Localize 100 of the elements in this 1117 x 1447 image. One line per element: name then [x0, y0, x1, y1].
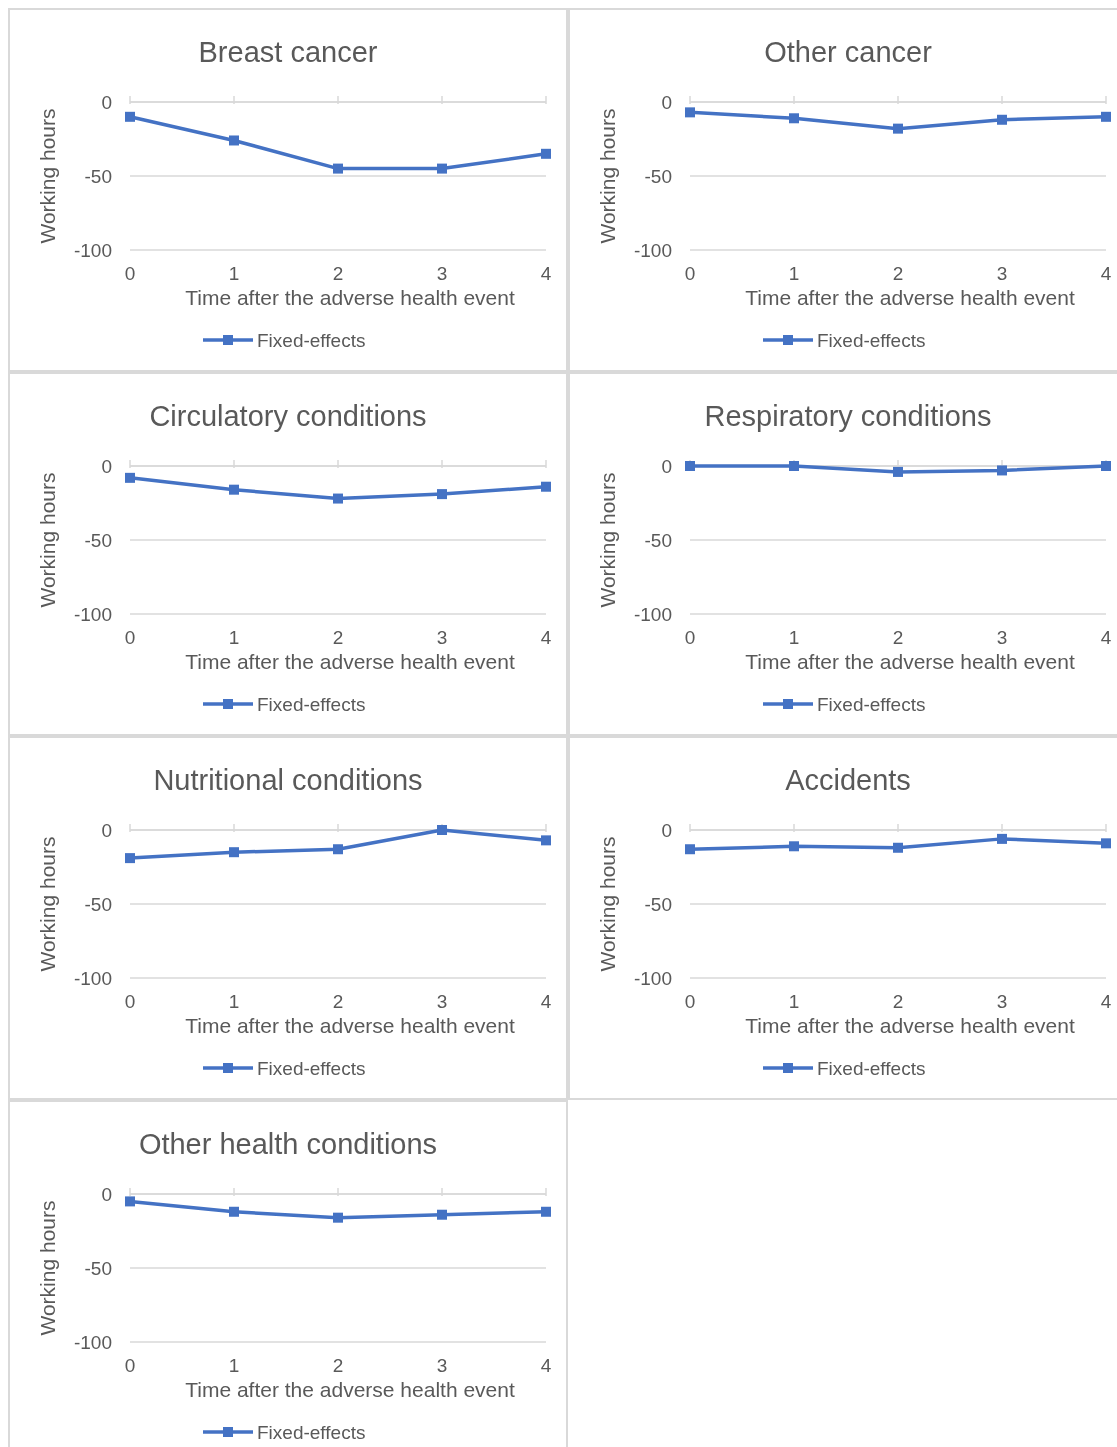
x-axis-title: Time after the adverse health event	[185, 1014, 515, 1037]
point	[1101, 111, 1111, 122]
x-axis-title: Time after the adverse health event	[745, 286, 1075, 309]
y-tick-label: -50	[84, 165, 112, 187]
x-tick-label: 1	[788, 991, 800, 1012]
x-axis-title: Time after the adverse health event	[745, 1014, 1075, 1037]
x-tick-label: 3	[436, 627, 448, 648]
x-axis-title: Time after the adverse health event	[185, 1378, 515, 1401]
point	[437, 825, 447, 835]
point	[685, 107, 695, 118]
x-tick-label: 3	[436, 991, 448, 1012]
chart-title: Breast cancer	[198, 36, 378, 68]
x-tick-label: 1	[788, 263, 800, 284]
point	[333, 163, 343, 174]
x-tick-label: 2	[892, 627, 904, 648]
y-tick-label: -50	[644, 893, 672, 915]
x-tick-label: 0	[684, 991, 696, 1012]
point	[125, 472, 135, 483]
point	[893, 123, 903, 134]
y-tick-label: -100	[73, 1331, 112, 1353]
x-tick-label: 0	[684, 263, 696, 284]
legend-label: Fixed-effects	[257, 1057, 366, 1079]
y-tick-label: -50	[84, 893, 112, 915]
x-tick-label: 4	[540, 627, 552, 648]
x-tick-label: 2	[332, 263, 344, 284]
y-tick-label: -50	[84, 529, 112, 551]
chart-title: Circulatory conditions	[149, 400, 427, 432]
y-tick-label: -50	[644, 165, 672, 187]
x-tick-label: 4	[540, 1355, 552, 1376]
legend-label: Fixed-effects	[817, 693, 926, 715]
legend-label: Fixed-effects	[817, 1057, 926, 1079]
x-tick-label: 1	[228, 991, 240, 1012]
point	[229, 135, 239, 146]
x-tick-label: 4	[540, 263, 552, 284]
point	[229, 484, 239, 495]
y-axis-title: Working hours	[36, 1200, 59, 1336]
x-tick-label: 2	[332, 1355, 344, 1376]
y-tick-label: 0	[101, 819, 112, 841]
chart-title: Other health conditions	[138, 1128, 438, 1160]
legend-label: Fixed-effects	[257, 329, 366, 351]
y-tick-label: -100	[73, 967, 112, 989]
x-tick-label: 1	[788, 627, 800, 648]
chart-title: Other cancer	[764, 36, 933, 68]
point	[437, 163, 447, 174]
x-tick-label: 0	[124, 627, 136, 648]
point	[125, 1196, 135, 1207]
x-tick-label: 4	[1100, 627, 1112, 648]
x-tick-label: 0	[124, 263, 136, 284]
point	[789, 113, 799, 124]
x-tick-label: 3	[436, 263, 448, 284]
y-axis-title: Working hours	[36, 836, 59, 972]
y-axis-title: Working hours	[36, 472, 59, 608]
chart-title: Accidents	[785, 764, 911, 796]
y-tick-label: 0	[661, 91, 672, 113]
point	[229, 847, 239, 858]
x-axis-title: Time after the adverse health event	[185, 286, 515, 309]
legend-label: Fixed-effects	[817, 329, 926, 351]
x-tick-label: 2	[332, 991, 344, 1012]
y-tick-label: 0	[661, 819, 672, 841]
point	[125, 853, 135, 864]
y-tick-label: 0	[101, 91, 112, 113]
point	[333, 844, 343, 855]
point	[437, 489, 447, 500]
y-tick-label: -100	[633, 967, 672, 989]
x-tick-label: 4	[1100, 991, 1112, 1012]
x-tick-label: 1	[228, 1355, 240, 1376]
point	[541, 481, 551, 492]
y-axis-title: Working hours	[596, 108, 619, 244]
y-tick-label: -100	[73, 239, 112, 261]
point	[997, 114, 1007, 125]
y-tick-label: 0	[101, 455, 112, 477]
y-tick-label: -100	[73, 603, 112, 625]
x-tick-label: 2	[892, 991, 904, 1012]
legend-label: Fixed-effects	[257, 1421, 366, 1443]
x-tick-label: 4	[1100, 263, 1112, 284]
x-tick-label: 3	[996, 991, 1008, 1012]
y-tick-label: 0	[661, 455, 672, 477]
x-tick-label: 2	[332, 627, 344, 648]
point	[541, 148, 551, 159]
y-tick-label: -50	[644, 529, 672, 551]
x-tick-label: 1	[228, 627, 240, 648]
legend-label: Fixed-effects	[257, 693, 366, 715]
y-axis-title: Working hours	[596, 836, 619, 972]
point	[541, 835, 551, 846]
y-tick-label: -50	[84, 1257, 112, 1279]
x-tick-label: 3	[996, 263, 1008, 284]
x-axis-title: Time after the adverse health event	[745, 650, 1075, 673]
x-tick-label: 0	[684, 627, 696, 648]
point	[333, 493, 343, 504]
y-axis-title: Working hours	[36, 108, 59, 244]
chart-title: Nutritional conditions	[153, 764, 423, 796]
point	[125, 111, 135, 122]
x-tick-label: 3	[996, 627, 1008, 648]
point	[437, 1209, 447, 1220]
y-tick-label: -100	[633, 239, 672, 261]
x-axis-title: Time after the adverse health event	[185, 650, 515, 673]
x-tick-label: 4	[540, 991, 552, 1012]
y-tick-label: -100	[633, 603, 672, 625]
y-tick-label: 0	[101, 1183, 112, 1205]
x-tick-label: 0	[124, 991, 136, 1012]
